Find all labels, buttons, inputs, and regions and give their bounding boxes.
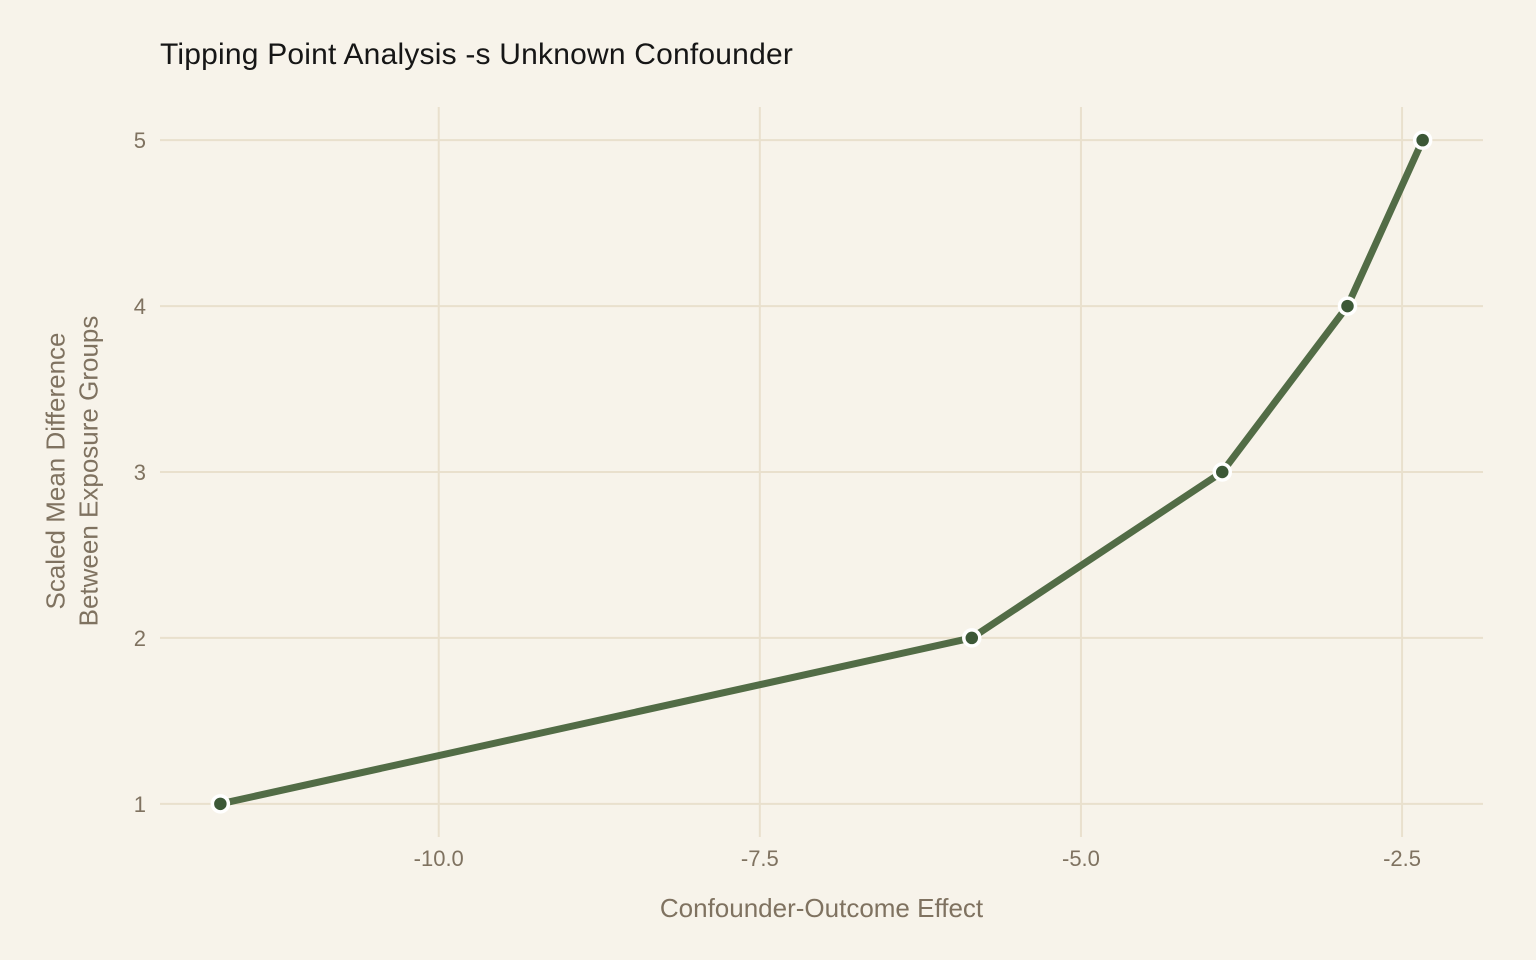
chart-title: Tipping Point Analysis -s Unknown Confou… (160, 38, 794, 71)
x-axis-title: Confounder-Outcome Effect (659, 893, 984, 923)
data-point (1337, 296, 1358, 316)
data-point (1212, 462, 1233, 482)
data-point (1412, 130, 1433, 150)
data-point (210, 794, 231, 814)
y-tick-label: 3 (134, 460, 146, 485)
y-axis-title-line-2: Between Exposure Groups (73, 315, 103, 627)
y-tick-label: 4 (134, 294, 146, 319)
x-tick-label: -5.0 (1062, 846, 1100, 871)
y-tick-label: 2 (134, 626, 146, 651)
y-tick-label: 5 (134, 128, 146, 153)
y-axis-title-line-1: Scaled Mean Difference (40, 332, 71, 610)
data-point (962, 628, 982, 648)
x-tick-label: -2.5 (1383, 846, 1421, 871)
y-axis-title: Scaled Mean Difference Between Exposure … (40, 316, 105, 627)
x-tick-label: -7.5 (741, 846, 779, 871)
y-tick-label: 1 (134, 792, 146, 817)
x-tick-label: -10.0 (414, 846, 464, 871)
